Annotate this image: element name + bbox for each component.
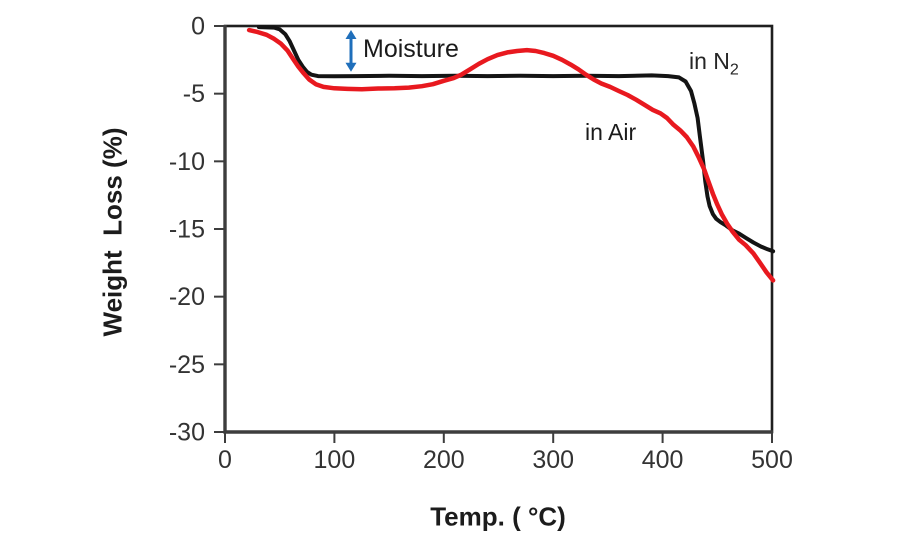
y-tick-label: -5 — [183, 80, 205, 108]
x-tick-label: 0 — [218, 446, 232, 474]
x-tick-label: 300 — [532, 446, 574, 474]
moisture-arrow-head-up — [345, 30, 357, 39]
y-tick-label: -15 — [169, 216, 205, 244]
moisture-annotation: Moisture — [363, 35, 459, 63]
series-line-in-n2 — [256, 25, 776, 254]
series-label-in-n2: in N2 — [689, 48, 739, 80]
series-label-in-n2-subscript: 2 — [729, 60, 739, 79]
x-tick-label: 200 — [423, 446, 465, 474]
y-tick-label: 0 — [191, 13, 205, 41]
y-tick-label: -30 — [169, 419, 205, 447]
y-tick-label: -20 — [169, 283, 205, 311]
y-tick-label: -25 — [169, 351, 205, 379]
y-tick-label: -10 — [169, 148, 205, 176]
x-axis-title: Temp. ( °C) — [430, 501, 566, 532]
series-line-in-air — [246, 27, 776, 283]
y-axis-title: Weight Loss (%) — [97, 127, 128, 337]
x-tick-label: 100 — [314, 446, 356, 474]
series-label-in-n2-text: in N — [689, 48, 730, 74]
series-label-in-air: in Air — [585, 119, 637, 145]
x-tick-label: 400 — [642, 446, 684, 474]
moisture-arrow-head-down — [345, 62, 357, 72]
x-tick-label: 500 — [751, 446, 793, 474]
